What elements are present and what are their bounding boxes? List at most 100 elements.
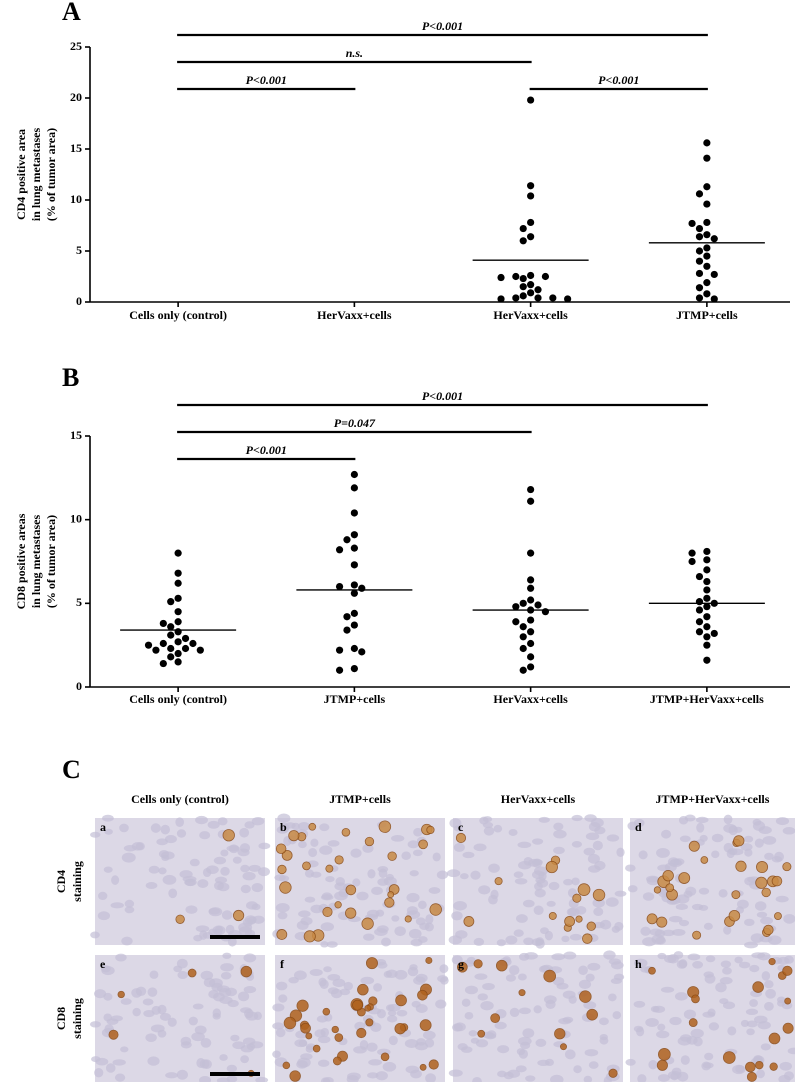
stained-cell: [395, 994, 407, 1007]
data-point: [688, 219, 696, 228]
nucleus: [562, 1016, 574, 1023]
nucleus: [764, 980, 774, 989]
nucleus: [367, 869, 376, 879]
tile-letter: f: [280, 957, 285, 971]
nucleus: [220, 963, 234, 972]
nucleus: [251, 903, 261, 911]
tile-letter: c: [458, 820, 464, 834]
nucleus: [319, 979, 329, 990]
x-tick-label: HerVaxx+cells: [493, 692, 568, 706]
nucleus: [583, 847, 596, 856]
nucleus: [214, 876, 228, 884]
data-point: [159, 639, 167, 648]
nucleus: [327, 973, 341, 981]
nucleus: [573, 1065, 582, 1074]
nucleus: [533, 905, 544, 915]
data-point: [703, 139, 711, 147]
y-axis-label: CD4 positive area: [14, 129, 28, 220]
data-point: [350, 644, 358, 653]
panel-label: B: [62, 363, 79, 392]
nucleus: [657, 952, 667, 960]
nucleus: [276, 825, 289, 834]
nucleus: [415, 973, 428, 983]
nucleus: [762, 835, 777, 845]
data-point: [527, 663, 535, 671]
stained-cell: [357, 983, 369, 996]
nucleus: [120, 1046, 129, 1053]
nucleus: [343, 981, 353, 991]
data-point: [703, 603, 711, 611]
data-point: [527, 218, 535, 227]
nucleus: [746, 1028, 755, 1036]
nucleus: [382, 1061, 397, 1072]
nucleus: [94, 1068, 104, 1078]
nucleus: [208, 907, 221, 915]
nucleus: [180, 1036, 192, 1046]
data-point: [144, 641, 153, 649]
nucleus: [671, 928, 686, 936]
stained-cell: [678, 872, 691, 884]
nucleus: [488, 894, 498, 905]
data-point: [527, 497, 535, 505]
nucleus: [743, 835, 754, 843]
nucleus: [649, 928, 663, 936]
nucleus: [335, 877, 345, 886]
nucleus: [696, 822, 705, 833]
data-point: [159, 659, 167, 668]
data-point: [174, 579, 182, 587]
data-point: [335, 546, 344, 554]
nucleus: [719, 977, 733, 985]
nucleus: [520, 1041, 531, 1050]
nucleus: [782, 827, 795, 835]
stained-cell: [419, 1019, 432, 1032]
stained-cell: [394, 1022, 406, 1035]
nucleus: [310, 904, 323, 914]
data-point: [350, 589, 358, 597]
nucleus: [320, 922, 335, 932]
nucleus: [778, 1074, 791, 1082]
nucleus: [240, 884, 251, 894]
nucleus: [161, 854, 170, 861]
nucleus: [89, 1021, 101, 1028]
nucleus: [633, 1025, 644, 1033]
stained-cell: [463, 916, 475, 927]
nucleus: [667, 857, 680, 867]
nucleus: [625, 1058, 636, 1066]
nucleus: [756, 911, 768, 918]
stained-cell: [361, 917, 374, 930]
nucleus: [466, 956, 476, 965]
nucleus: [515, 1065, 527, 1073]
nucleus: [249, 1041, 264, 1049]
nucleus: [638, 850, 648, 860]
nucleus: [110, 1015, 123, 1022]
data-point: [343, 626, 351, 634]
nucleus: [257, 867, 270, 877]
stained-cell: [575, 915, 583, 923]
nucleus: [317, 1059, 330, 1067]
nucleus: [251, 817, 265, 826]
nucleus: [746, 1020, 758, 1028]
nucleus: [616, 847, 625, 857]
nucleus: [650, 1005, 660, 1013]
data-point: [534, 601, 542, 609]
stained-cell: [302, 861, 311, 871]
nucleus: [482, 821, 494, 829]
nucleus: [767, 935, 782, 945]
nucleus: [553, 822, 564, 831]
nucleus: [534, 882, 543, 891]
nucleus: [326, 941, 338, 948]
x-tick-label: JTMP+cells: [676, 308, 738, 322]
nucleus: [416, 1038, 426, 1046]
stained-cell: [608, 1068, 618, 1078]
significance-label: P<0.001: [422, 389, 463, 403]
data-point: [541, 272, 550, 281]
nucleus: [680, 1055, 690, 1065]
nucleus: [599, 919, 612, 930]
nucleus: [239, 827, 250, 838]
data-point: [695, 628, 704, 636]
stained-cell: [334, 1033, 344, 1042]
y-tick-label: 15: [70, 428, 82, 442]
nucleus: [705, 955, 716, 963]
stained-cell: [586, 1008, 598, 1021]
nucleus: [419, 922, 430, 931]
